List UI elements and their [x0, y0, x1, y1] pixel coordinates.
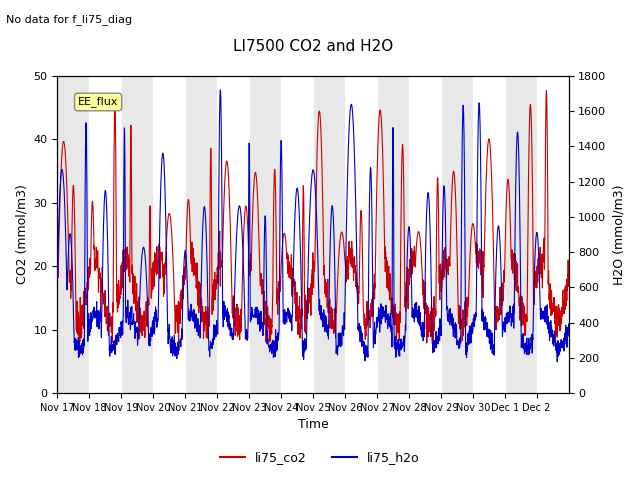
Text: No data for f_li75_diag: No data for f_li75_diag — [6, 14, 132, 25]
Bar — [345, 76, 377, 393]
Bar — [537, 76, 568, 393]
Bar — [153, 76, 185, 393]
Bar — [217, 76, 249, 393]
Bar — [313, 76, 345, 393]
Bar — [281, 76, 313, 393]
Legend: li75_co2, li75_h2o: li75_co2, li75_h2o — [215, 446, 425, 469]
Bar — [58, 76, 90, 393]
Bar — [185, 76, 217, 393]
Y-axis label: CO2 (mmol/m3): CO2 (mmol/m3) — [15, 185, 28, 285]
X-axis label: Time: Time — [298, 419, 328, 432]
Bar — [473, 76, 505, 393]
Bar — [441, 76, 473, 393]
Bar — [249, 76, 281, 393]
Text: EE_flux: EE_flux — [78, 96, 118, 108]
Title: LI7500 CO2 and H2O: LI7500 CO2 and H2O — [233, 39, 393, 54]
Bar — [122, 76, 153, 393]
Bar — [409, 76, 441, 393]
Y-axis label: H2O (mmol/m3): H2O (mmol/m3) — [612, 184, 625, 285]
Bar — [377, 76, 409, 393]
Bar — [90, 76, 122, 393]
Bar — [505, 76, 537, 393]
